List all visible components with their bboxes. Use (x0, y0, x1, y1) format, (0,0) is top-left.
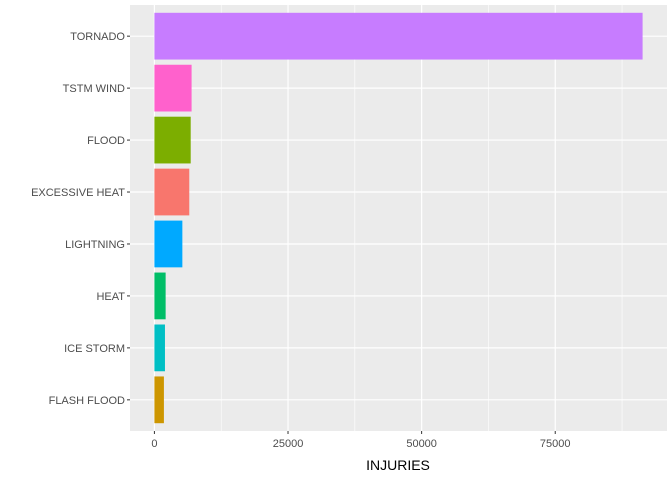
bar (154, 64, 192, 112)
bar (154, 272, 166, 320)
x-tick-label: 0 (151, 438, 157, 450)
x-axis-title: INJURIES (366, 457, 430, 473)
y-tick-label: LIGHTNING (65, 239, 125, 251)
bar (154, 12, 643, 60)
y-tick-label: FLOOD (87, 135, 125, 147)
bar (154, 168, 190, 216)
y-axis: TORNADO TSTM WIND FLOOD EXCESSIVE HEAT LIGHT… (31, 31, 130, 407)
y-tick-label: TORNADO (70, 31, 125, 43)
x-axis: 0 25000 50000 75000 (151, 431, 571, 450)
y-tick-label: EXCESSIVE HEAT (31, 187, 125, 199)
bar (154, 376, 164, 424)
bar (154, 220, 183, 268)
y-tick-label: TSTM WIND (63, 83, 125, 95)
major-gridlines (130, 5, 667, 431)
x-tick-label: 75000 (540, 438, 571, 450)
bar (154, 116, 191, 164)
bar (154, 324, 165, 372)
y-tick-label: HEAT (96, 291, 125, 303)
y-tick-label: ICE STORM (64, 343, 125, 355)
x-tick-label: 50000 (406, 438, 437, 450)
x-tick-label: 25000 (273, 438, 304, 450)
minor-gridlines (220, 5, 623, 431)
bars (154, 12, 643, 424)
y-tick-label: FLASH FLOOD (49, 395, 125, 407)
panel-background (130, 5, 667, 431)
